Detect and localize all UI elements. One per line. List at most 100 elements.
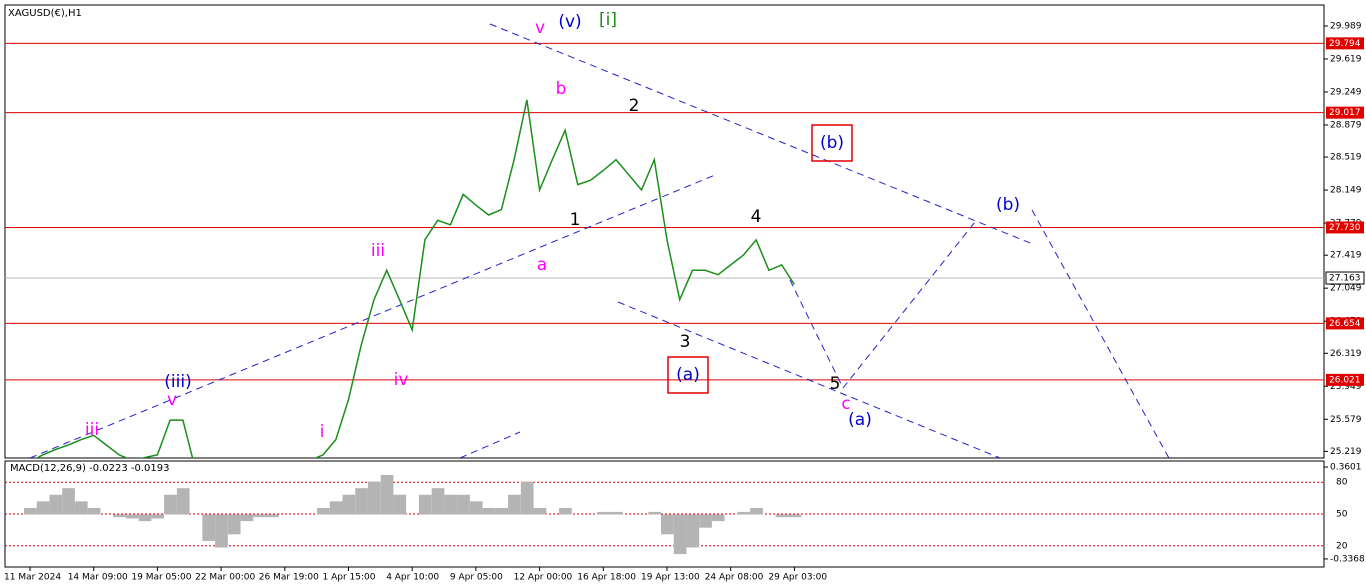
macd-bar (673, 514, 687, 555)
level-tag (1326, 373, 1364, 386)
macd-bar (342, 494, 356, 515)
macd-bar (457, 494, 470, 515)
y-tick-label: 25.579 (1330, 415, 1362, 425)
macd-bar (495, 507, 509, 515)
macd-bar (355, 488, 368, 515)
macd-bar (393, 494, 407, 515)
level-label: 50 (1336, 510, 1348, 520)
main-panel (4, 4, 1325, 459)
wave-label: (b) (996, 195, 1020, 215)
macd-bar (151, 514, 165, 519)
wave-label: v (535, 18, 545, 38)
macd-bar (329, 501, 343, 515)
macd-bar (559, 507, 572, 515)
macd-bar (24, 507, 37, 515)
macd-bar (164, 494, 177, 515)
y-tick-label: 26.319 (1330, 349, 1362, 359)
macd-bar (74, 501, 88, 515)
x-tick-label: 11 Mar 2024 (4, 573, 61, 583)
level-label: 80 (1336, 478, 1348, 488)
x-tick-label: 26 Mar 19:00 (259, 573, 319, 583)
wave-label: 3 (680, 332, 691, 352)
macd-bar (533, 507, 547, 515)
wave-label: (a) (676, 365, 700, 385)
macd-bar (367, 481, 381, 515)
level-label: 26.654 (1329, 319, 1361, 329)
level-label: 29.017 (1329, 108, 1361, 118)
macd-bar (699, 514, 712, 528)
macd-bar (317, 507, 330, 515)
macd-bar (597, 511, 610, 515)
macd-bar (62, 488, 75, 515)
macd-panel (4, 460, 1325, 568)
trend-line (29, 174, 716, 458)
y-tick-label: 27.419 (1330, 251, 1362, 261)
x-tick-label: 16 Apr 18:00 (577, 573, 636, 583)
x-tick-label: 14 Mar 09:00 (68, 573, 128, 583)
level-tag (1326, 317, 1364, 330)
x-tick-label: 22 Mar 00:00 (195, 573, 255, 583)
trend-line (789, 279, 844, 389)
wave-label: 2 (629, 96, 640, 116)
wave-label: iii (85, 420, 99, 440)
y-tick-label: 28.879 (1330, 120, 1362, 130)
wave-label: c (841, 394, 850, 414)
x-tick-label: 19 Mar 05:00 (131, 573, 191, 583)
macd-bar (36, 501, 50, 515)
macd-bar (610, 511, 623, 515)
level-label: 29.794 (1329, 39, 1361, 49)
x-tick-label: 19 Apr 13:00 (641, 573, 700, 583)
wave-label: 4 (751, 207, 762, 227)
macd-bar (711, 514, 725, 522)
y-tick-label: 28.519 (1330, 153, 1362, 163)
macd-bar (113, 514, 126, 518)
wave-label: b (556, 79, 567, 99)
chart-title: XAGUSD(€),H1 (8, 8, 82, 19)
wave-label: (v) (558, 12, 581, 32)
level-label: 26.021 (1329, 375, 1361, 385)
macd-bar (686, 514, 700, 548)
x-tick-label: 4 Apr 10:00 (386, 573, 439, 583)
wave-label: v (167, 390, 177, 410)
macd-plot (5, 474, 1324, 555)
x-tick-label: 29 Apr 03:00 (768, 573, 827, 583)
macd-bar (253, 514, 267, 518)
macd-bar (176, 488, 190, 515)
y-tick-label: 29.989 (1330, 21, 1362, 31)
y-tick-label: 29.249 (1330, 87, 1362, 97)
y-tick-label: 28.149 (1330, 186, 1362, 196)
trend-line (489, 23, 1036, 246)
macd-bar (138, 514, 152, 522)
macd-bar (240, 514, 254, 522)
x-tick-label: 24 Apr 08:00 (705, 573, 764, 583)
macd-bar (125, 514, 139, 519)
macd-bar (444, 494, 458, 515)
macd-bar (469, 501, 483, 515)
wave-label: 5 (830, 374, 841, 394)
macd-bar (87, 507, 101, 515)
wave-label: (a) (848, 410, 872, 430)
x-tick-label: 12 Apr 00:00 (514, 573, 573, 583)
wave-label: [i] (599, 10, 617, 30)
main-plot (5, 23, 1324, 458)
macd-bar (737, 511, 751, 515)
macd-bar (482, 507, 496, 515)
annotation-box (811, 124, 853, 162)
macd-bar (215, 514, 228, 548)
current-price-tag (1325, 271, 1365, 285)
macd-bar (431, 488, 445, 515)
macd-title: MACD(12,26,9) -0.0223 -0.0193 (10, 463, 170, 474)
wave-label: (b) (820, 133, 844, 153)
level-tag (1326, 106, 1364, 119)
wave-label: i (320, 422, 325, 442)
level-label: 20 (1336, 541, 1348, 551)
macd-bar (380, 474, 394, 515)
macd-bar (202, 514, 216, 541)
macd-bar (418, 494, 432, 515)
trend-line (459, 431, 521, 458)
wave-label: (iii) (164, 372, 191, 392)
macd-bar (266, 514, 279, 518)
wave-label: 1 (570, 210, 581, 230)
